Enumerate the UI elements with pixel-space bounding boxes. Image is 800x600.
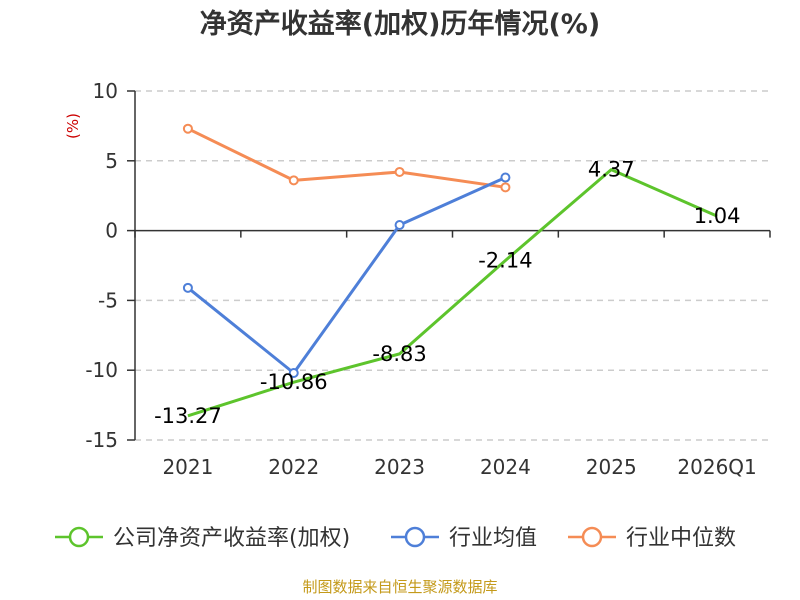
series-point-1 xyxy=(288,367,299,378)
legend[interactable]: 公司净资产收益率(加权) 行业均值 行业中位数 xyxy=(55,526,736,551)
y-axis-unit: (%) xyxy=(64,113,82,139)
source-note: 制图数据来自恒生聚源数据库 xyxy=(302,578,497,596)
series-point-1 xyxy=(182,282,193,293)
data-label: -10.86 xyxy=(260,370,328,394)
series-point-2 xyxy=(182,123,193,134)
chart-title: 净资产收益率(加权)历年情况(%) xyxy=(200,8,600,40)
legend-label: 行业均值 xyxy=(449,526,537,551)
series-point-1 xyxy=(500,172,511,183)
legend-item-1[interactable]: 行业均值 xyxy=(391,526,537,551)
data-label: 4.37 xyxy=(588,158,635,182)
axes: 10 5 0 -5 -10 -15 2021 2022 2023 2024 2025 2026Q1 xyxy=(85,79,771,479)
x-tick-label: 2021 xyxy=(162,455,213,479)
x-tick-label: 2022 xyxy=(268,455,319,479)
data-label: -8.83 xyxy=(372,342,426,366)
legend-marker xyxy=(581,526,603,548)
y-tick-label: -10 xyxy=(85,358,118,382)
data-label: -2.14 xyxy=(478,248,532,272)
legend-item-2[interactable]: 行业中位数 xyxy=(568,526,736,551)
series-point-2 xyxy=(288,175,299,186)
y-tick-label: -5 xyxy=(98,288,118,312)
legend-label: 公司净资产收益率(加权) xyxy=(113,526,350,551)
x-tick-label: 2023 xyxy=(374,455,425,479)
x-tick-label: 2025 xyxy=(586,455,637,479)
data-label: 1.04 xyxy=(694,204,741,228)
series-line-0 xyxy=(187,168,718,418)
series-line-1 xyxy=(186,176,507,375)
y-tick-label: 10 xyxy=(93,79,118,103)
data-label: -13.27 xyxy=(154,404,222,428)
series-point-2 xyxy=(394,166,405,177)
x-tick-label: 2024 xyxy=(480,455,531,479)
series-line-2 xyxy=(187,127,506,189)
legend-marker xyxy=(68,526,90,548)
y-tick-label: 5 xyxy=(105,149,118,173)
data-labels: -13.27 -10.86 -8.83 -2.14 4.37 1.04 xyxy=(154,158,740,428)
series-lines xyxy=(182,123,718,418)
legend-label: 行业中位数 xyxy=(626,526,736,551)
y-tick-label: -15 xyxy=(85,428,118,452)
series-point-1 xyxy=(394,220,405,231)
legend-item-0[interactable]: 公司净资产收益率(加权) xyxy=(55,526,350,551)
series-point-2 xyxy=(500,182,511,193)
legend-marker xyxy=(404,526,426,548)
y-tick-label: 0 xyxy=(105,219,118,243)
x-tick-label: 2026Q1 xyxy=(677,455,756,479)
grid-lines xyxy=(135,90,770,441)
